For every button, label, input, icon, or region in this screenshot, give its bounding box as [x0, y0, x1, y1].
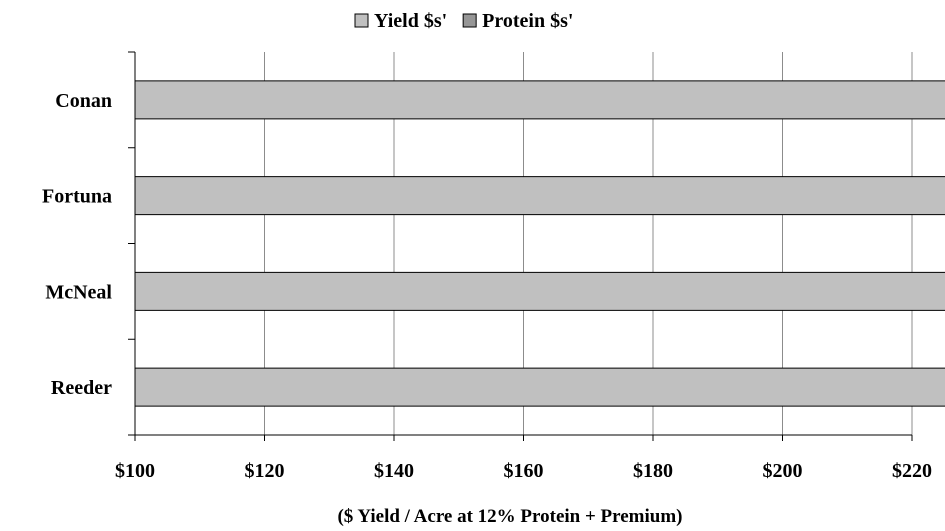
x-tick-label: $120 [245, 460, 285, 482]
bar-segment-yield-s-reeder [134, 367, 945, 407]
bar-segment-yield-s-conan [134, 80, 945, 120]
category-label: McNeal [45, 281, 112, 303]
category-label: Conan [55, 90, 112, 112]
legend-swatch [462, 13, 477, 28]
bars [134, 80, 945, 407]
legend: Yield $s' Protein $s' [354, 10, 573, 32]
axes [128, 51, 913, 441]
legend-swatch [354, 13, 369, 28]
category-label: Reeder [51, 377, 112, 399]
bar-segment-yield-s-fortuna [134, 176, 945, 216]
legend-label: Protein $s' [482, 10, 573, 32]
category-labels: Conan Fortuna McNeal Reeder [42, 90, 112, 399]
x-tick-label: $200 [763, 460, 803, 482]
x-tick-label: $160 [504, 460, 544, 482]
category-label: Fortuna [42, 186, 112, 208]
x-tick-label: $220 [892, 460, 932, 482]
legend-label: Yield $s' [374, 10, 447, 32]
x-tick-labels: $100 $120 $140 $160 $180 $200 $220 [115, 460, 932, 482]
x-tick-label: $140 [374, 460, 414, 482]
x-axis-label: ($ Yield / Acre at 12% Protein + Premium… [337, 506, 682, 527]
bar-segment-yield-s-mcneal [134, 271, 945, 311]
x-tick-label: $100 [115, 460, 155, 482]
x-tick-label: $180 [633, 460, 673, 482]
